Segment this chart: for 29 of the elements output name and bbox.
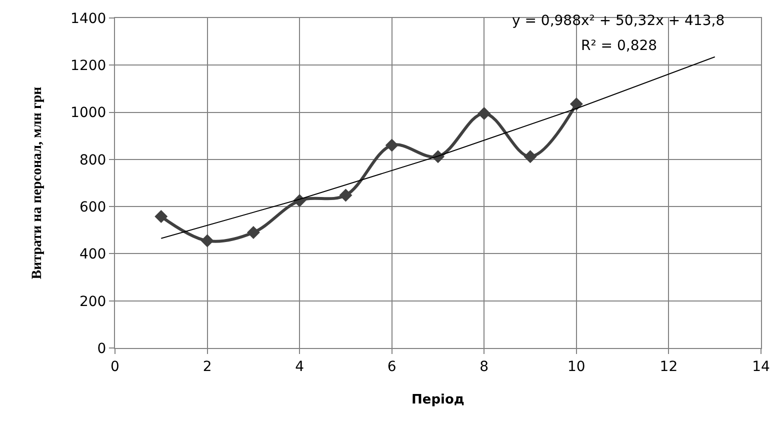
- point: [570, 98, 583, 111]
- x-tick-label: 6: [387, 358, 396, 375]
- point: [339, 188, 352, 202]
- annotation: y = 0,988x² + 50,32x + 413,8: [512, 13, 725, 29]
- x-tick-label: 12: [660, 358, 678, 375]
- y-tick-label: 600: [79, 199, 106, 216]
- x-axis-title: Період: [412, 392, 464, 408]
- y-tick-label: 1400: [70, 10, 106, 27]
- y-tick-label: 400: [79, 246, 106, 263]
- x-tick-label: 8: [480, 358, 489, 375]
- point: [246, 226, 260, 239]
- x-tick-label: 2: [202, 358, 212, 375]
- x-tick-label: 14: [752, 358, 770, 375]
- line-series: [160, 56, 716, 239]
- x-tick-label: 0: [110, 358, 120, 375]
- y-tick-label: 1200: [70, 58, 106, 74]
- y-tick-label: 1000: [70, 105, 106, 122]
- point: [524, 150, 537, 164]
- y-axis-title: Витрати на персонал, млн грн: [30, 86, 46, 280]
- y-tick-label: 800: [79, 152, 106, 168]
- x-tick-label: 4: [295, 358, 304, 375]
- point: [154, 210, 168, 223]
- y-tick-label: 0: [97, 340, 106, 357]
- y-tick-label: 200: [79, 294, 106, 310]
- annotation: R² = 0,828: [581, 38, 658, 54]
- point: [478, 106, 491, 120]
- point: [200, 234, 214, 248]
- x-tick-label: 10: [568, 358, 586, 375]
- point: [385, 138, 398, 152]
